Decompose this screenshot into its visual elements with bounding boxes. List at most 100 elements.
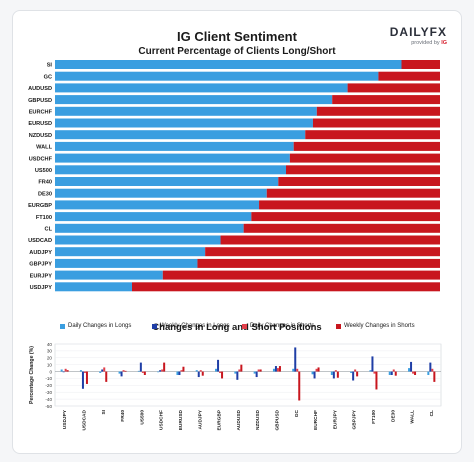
- change-bar-usdjpy-s2: [64, 368, 67, 372]
- category-label-ft100: FT100: [36, 215, 52, 221]
- long-bar-gbpjpy: [55, 258, 198, 268]
- change-bar-gbpjpy-s2: [354, 369, 357, 372]
- long-bar-eurchf: [55, 106, 317, 116]
- change-bar-us500-s1: [139, 362, 142, 372]
- change-bar-si-s3: [105, 371, 108, 382]
- short-bar-gbpjpy: [197, 258, 440, 268]
- short-bar-audjpy: [205, 247, 440, 257]
- chart-subtitle: Current Percentage of Clients Long/Short: [138, 46, 336, 57]
- category-label-usdcad: USDCAD: [28, 238, 52, 244]
- change-bar-us500-s3: [143, 371, 146, 375]
- category-label-gbpjpy: GBPJPY: [29, 262, 52, 268]
- change-bar-usdjpy-s0: [60, 369, 63, 372]
- y-tick-label: 10: [47, 362, 53, 367]
- long-bar-gc: [55, 71, 379, 81]
- category-label-us500: US500: [35, 168, 52, 174]
- change-bar-eurchf-s3: [317, 367, 320, 372]
- change-bar-wall-s1: [410, 361, 413, 372]
- long-bar-gbpusd: [55, 95, 333, 105]
- x-tick-label-eurusd: EURUSD: [178, 409, 184, 430]
- short-bar-usdchf: [289, 153, 440, 163]
- short-bar-us500: [286, 165, 440, 175]
- long-bar-usdjpy: [55, 282, 132, 292]
- x-tick-label-cl: CL: [429, 410, 435, 416]
- change-bar-eurusd-s1: [178, 371, 181, 375]
- change-bar-usdcad-s3: [85, 371, 88, 384]
- change-bar-usdchf-s1: [159, 370, 162, 372]
- long-bar-si: [55, 60, 402, 69]
- short-bar-cl: [243, 223, 440, 233]
- dailyfx-logo: DAILYFX provided by IG: [375, 25, 447, 46]
- change-bar-gc-s1: [294, 347, 297, 372]
- short-bar-ft100: [251, 212, 440, 222]
- x-tick-label-nzdusd: NZDUSD: [255, 409, 261, 430]
- change-bar-eurgbp-s0: [215, 368, 218, 372]
- category-label-si: SI: [47, 63, 53, 69]
- y-tick-label: -50: [45, 404, 52, 409]
- y-tick-label: 20: [47, 356, 53, 361]
- category-label-usdjpy: USDJPY: [30, 285, 53, 291]
- change-bar-si-s2: [103, 367, 106, 372]
- short-bar-wall: [293, 141, 440, 151]
- x-tick-label-fr40: FR40: [120, 410, 126, 422]
- change-bar-audusd-s0: [234, 371, 237, 374]
- change-bar-eurusd-s3: [182, 366, 185, 372]
- change-bar-de30-s0: [388, 371, 391, 375]
- change-bar-gbpjpy-s0: [350, 371, 353, 373]
- category-label-eurchf: EURCHF: [29, 110, 53, 116]
- change-bar-us500-s0: [137, 370, 140, 372]
- y-tick-label: -20: [45, 383, 52, 388]
- change-bar-usdchf-s3: [163, 362, 166, 372]
- short-bar-gc: [378, 71, 440, 81]
- legend-label: Daily Changes in Longs: [68, 323, 132, 329]
- legend-item-0: Daily Changes in Longs: [60, 323, 131, 329]
- long-bar-eurjpy: [55, 270, 163, 280]
- long-bar-eurgbp: [55, 200, 260, 210]
- short-bar-gbpusd: [332, 95, 440, 105]
- short-bar-fr40: [278, 177, 440, 186]
- chart-title: IG Client Sentiment: [177, 29, 297, 44]
- change-bar-gc-s0: [292, 368, 295, 372]
- x-tick-label-gbpjpy: GBPJPY: [352, 409, 358, 429]
- legend-swatch: [60, 323, 65, 329]
- legend-label: Weekly Changes in Shorts: [344, 323, 415, 329]
- legend-item-2: Daily Changes in Shorts: [242, 323, 314, 329]
- y-tick-label: 40: [47, 342, 53, 347]
- change-bar-eurchf-s1: [313, 371, 316, 379]
- y-tick-label: 0: [49, 369, 52, 374]
- change-bar-ft100-s1: [371, 356, 374, 372]
- change-bar-nzdusd-s3: [259, 369, 262, 372]
- change-bar-audjpy-s3: [201, 371, 204, 376]
- change-bar-fr40-s2: [122, 370, 125, 372]
- change-bar-cl-s1: [429, 362, 432, 372]
- legend-swatch: [336, 323, 341, 329]
- long-bar-nzdusd: [55, 130, 306, 140]
- category-label-gbpusd: GBPUSD: [28, 98, 52, 104]
- x-tick-label-eurchf: EURCHF: [313, 410, 319, 430]
- long-bar-usdcad: [55, 235, 221, 245]
- chart-card: IG Client Sentiment Current Percentage o…: [12, 10, 462, 454]
- category-label-fr40: FR40: [38, 180, 52, 186]
- change-bar-gbpusd-s3: [278, 366, 281, 372]
- brand-logo-text: DAILYFX: [389, 25, 447, 39]
- category-label-audjpy: AUDJPY: [29, 250, 52, 256]
- legend-swatch: [152, 323, 157, 329]
- change-bar-eurgbp-s2: [219, 371, 222, 373]
- short-bar-usdcad: [220, 235, 440, 245]
- changes-chart-title: Changes in Long and Short Positions: [152, 322, 322, 333]
- x-tick-label-gbpusd: GBPUSD: [274, 409, 280, 430]
- change-bar-fr40-s1: [120, 371, 123, 377]
- change-bar-eurchf-s2: [315, 368, 318, 372]
- category-label-eurgbp: EURGBP: [28, 203, 52, 209]
- change-bar-ft100-s3: [375, 371, 378, 390]
- legend-label: Weekly Changes in Longs: [160, 323, 230, 329]
- change-bar-usdchf-s2: [161, 369, 164, 372]
- long-bar-audjpy: [55, 247, 206, 257]
- change-bar-gc-s3: [298, 371, 301, 401]
- change-bar-usdcad-s1: [81, 371, 84, 389]
- category-label-eurusd: EURUSD: [28, 121, 52, 127]
- change-bar-audusd-s1: [236, 371, 239, 380]
- y-tick-label: -30: [45, 390, 52, 395]
- long-bar-cl: [55, 223, 244, 233]
- changes-plot-frame: [54, 343, 442, 407]
